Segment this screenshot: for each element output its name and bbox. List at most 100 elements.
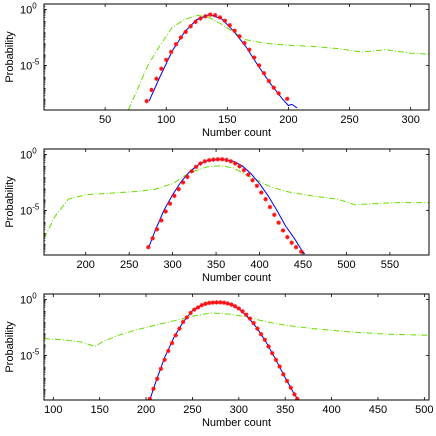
x-tick-label: 250: [120, 259, 138, 271]
data-marker: [146, 244, 151, 250]
x-tick-label: 450: [369, 404, 387, 416]
x-tick-label: 500: [337, 259, 355, 271]
y-tick-label: 10-5: [20, 57, 40, 72]
data-marker: [185, 174, 190, 180]
data-marker: [169, 340, 175, 346]
data-marker: [252, 55, 257, 60]
data-marker: [218, 300, 223, 305]
y-tick-label: 10-5: [20, 202, 40, 217]
x-tick-label: 300: [230, 404, 248, 416]
data-marker: [177, 326, 182, 331]
data-marker: [247, 47, 252, 52]
data-marker: [202, 159, 207, 164]
data-marker: [281, 372, 286, 377]
x-tick-label: 350: [207, 259, 225, 271]
data-marker: [288, 385, 293, 390]
plot-area: [44, 157, 429, 255]
data-marker: [211, 157, 216, 162]
data-marker: [159, 218, 164, 223]
data-marker: [154, 227, 160, 232]
y-tick-label: 100: [20, 2, 37, 17]
x-tick-label: 50: [99, 114, 111, 126]
data-marker: [280, 228, 286, 233]
data-marker: [237, 34, 242, 39]
data-marker: [227, 23, 232, 28]
data-marker: [246, 172, 251, 177]
data-marker: [261, 70, 267, 76]
chart-panel-1: 50 100 150 200 250 300 100 10-5 Number count Prob…: [4, 2, 430, 139]
data-marker: [172, 193, 177, 199]
x-tick-label: 150: [218, 114, 236, 126]
data-marker: [272, 212, 277, 218]
x-tick-label: 150: [90, 404, 108, 416]
plot-frame: [43, 148, 430, 256]
data-marker: [144, 98, 149, 104]
plot-area: [127, 12, 429, 110]
data-marker: [237, 164, 242, 169]
data-marker: [225, 301, 230, 306]
data-marker: [263, 197, 268, 202]
data-marker: [158, 366, 164, 371]
data-marker: [184, 315, 190, 320]
data-marker: [292, 392, 297, 397]
x-axis-label: Number count: [202, 417, 271, 429]
plot-area: [44, 300, 429, 400]
series-line-2: [149, 301, 299, 400]
data-marker: [266, 78, 272, 84]
y-axis-label: Probability: [4, 321, 16, 373]
x-tick-label: 250: [340, 114, 358, 126]
x-tick-label: 300: [401, 114, 419, 126]
data-marker: [262, 337, 267, 342]
data-marker: [276, 220, 281, 225]
data-marker: [189, 169, 194, 174]
data-marker: [188, 24, 193, 29]
data-marker: [293, 244, 299, 250]
series-line-1: [127, 14, 429, 110]
plot-frame: [43, 3, 430, 111]
data-marker: [206, 300, 212, 306]
plot-frame: [43, 293, 430, 401]
data-marker: [285, 96, 290, 102]
data-marker: [259, 190, 264, 195]
data-marker: [217, 15, 223, 20]
data-marker: [289, 240, 294, 245]
data-marker: [173, 41, 179, 47]
x-tick-label: 500: [415, 404, 433, 416]
data-marker: [244, 312, 249, 317]
data-marker: [240, 309, 245, 314]
data-marker: [232, 161, 238, 166]
data-marker: [149, 87, 154, 93]
data-marker: [258, 331, 264, 337]
data-marker: [256, 63, 262, 68]
data-marker: [162, 357, 167, 363]
data-marker: [299, 249, 304, 254]
data-marker: [254, 183, 260, 189]
data-marker: [198, 16, 203, 21]
data-marker: [180, 180, 186, 185]
data-marker: [208, 12, 213, 17]
series-line-1: [44, 312, 429, 347]
data-marker: [176, 186, 181, 192]
data-marker: [277, 364, 282, 369]
series-line-2: [148, 158, 302, 250]
data-marker: [203, 301, 208, 307]
data-marker: [198, 161, 203, 166]
x-tick-label: 200: [279, 114, 297, 126]
data-marker: [195, 305, 201, 310]
chart-panel-2: 200 250 300 350 400 450 500 550 100 10-5 Number co…: [4, 147, 430, 284]
data-marker: [229, 302, 234, 307]
x-axis-label: Number count: [202, 272, 271, 284]
data-marker: [247, 316, 253, 321]
data-marker: [250, 178, 255, 183]
chart-panel-3: 100 150 200 250 300 350 400 450 500 100 10-5 Number…: [4, 292, 434, 429]
data-marker: [214, 300, 219, 305]
x-tick-label: 100: [157, 114, 175, 126]
data-marker: [215, 157, 221, 162]
data-marker: [273, 357, 279, 363]
data-marker: [284, 378, 290, 384]
data-marker: [224, 157, 229, 163]
data-marker: [236, 306, 242, 311]
data-marker: [163, 209, 168, 214]
data-marker: [193, 164, 199, 170]
data-marker: [212, 12, 218, 18]
